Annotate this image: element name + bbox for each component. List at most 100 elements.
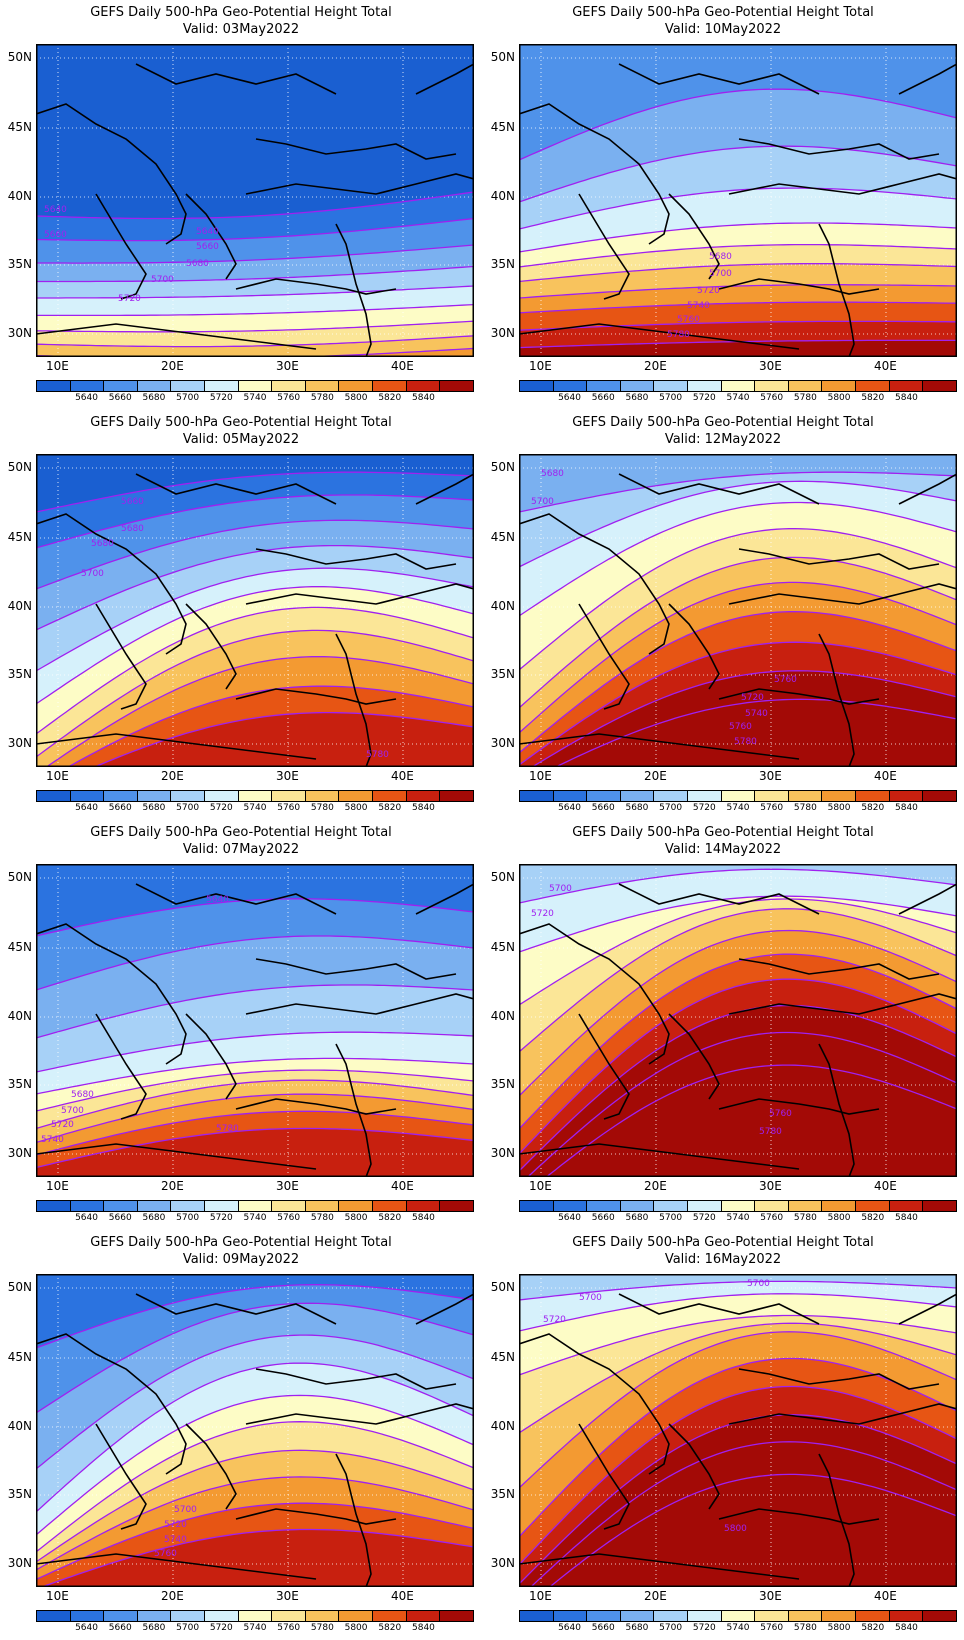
colorbar-swatch xyxy=(788,1611,823,1621)
colorbar-swatch xyxy=(856,1611,890,1621)
colorbar-swatch xyxy=(520,1611,554,1621)
contour-line xyxy=(519,953,957,1130)
contour-line xyxy=(36,471,474,513)
contour-line xyxy=(36,1421,474,1553)
colorbar-label: 5640 xyxy=(558,1623,581,1633)
colorbar-swatch xyxy=(339,1611,374,1621)
colorbar-label: 5720 xyxy=(692,393,716,403)
colorbar-swatch xyxy=(520,1201,554,1211)
colorbar-swatch xyxy=(889,1611,924,1621)
contour-label: 5660 xyxy=(44,230,67,240)
contour-label: 5720 xyxy=(697,286,720,296)
colorbar-label: 5800 xyxy=(827,393,851,403)
coastline xyxy=(818,1043,855,1177)
lon-label: 20E xyxy=(644,359,667,373)
colorbar-label: 5660 xyxy=(108,393,132,403)
lat-label: 30N xyxy=(7,1556,32,1570)
colorbar-label: 5780 xyxy=(793,1623,817,1633)
colorbar-label: 5640 xyxy=(75,1213,98,1223)
lat-label: 40N xyxy=(7,1009,32,1023)
colorbar xyxy=(519,1610,957,1622)
coastline xyxy=(618,883,820,915)
colorbar-swatch xyxy=(238,1201,273,1211)
contour-line xyxy=(519,471,957,513)
coastline xyxy=(415,1293,474,1325)
colorbar-swatch xyxy=(553,1201,588,1211)
lat-label: 45N xyxy=(490,940,515,954)
map-frame xyxy=(36,44,474,357)
coastline xyxy=(235,1508,397,1525)
lat-label: 40N xyxy=(7,189,32,203)
contour-line xyxy=(554,698,957,767)
contour-line xyxy=(36,1079,474,1130)
colorbar-swatch xyxy=(373,791,407,801)
lon-label: 10E xyxy=(529,1179,552,1193)
colorbar-label: 5660 xyxy=(108,1623,132,1633)
colorbar-label: 5780 xyxy=(310,393,334,403)
contour-line xyxy=(39,1528,474,1587)
panel-valid-date: Valid: 03May2022 xyxy=(182,22,300,37)
contour-line xyxy=(36,285,474,299)
map-area: 5700 5720 5760 5780 xyxy=(519,864,957,1177)
panel-title: GEFS Daily 500-hPa Geo-Potential Height … xyxy=(90,1235,392,1250)
coastline xyxy=(95,1013,147,1120)
colorbar-label: 5640 xyxy=(558,393,581,403)
lon-label: 20E xyxy=(161,359,184,373)
map-panel-7: GEFS Daily 500-hPa Geo-Potential Height … xyxy=(482,1230,964,1640)
contour-label: 5680 xyxy=(121,524,144,534)
coastline xyxy=(335,633,372,767)
colorbar-swatch xyxy=(305,1611,340,1621)
colorbar-label: 5760 xyxy=(760,1213,784,1223)
contour-label: 5700 xyxy=(81,569,104,579)
colorbar-label: 5840 xyxy=(412,803,435,813)
band-fill xyxy=(519,1474,957,1587)
contour-label: 5720 xyxy=(51,1120,74,1130)
panel-valid-date: Valid: 16May2022 xyxy=(664,1252,782,1267)
coastline xyxy=(818,633,855,767)
colorbar-label: 5680 xyxy=(625,1623,649,1633)
contour-line xyxy=(519,1322,957,1434)
coastline xyxy=(36,103,187,245)
colorbar-label: 5760 xyxy=(277,803,301,813)
lon-label: 30E xyxy=(759,1589,782,1603)
band-fill xyxy=(36,1529,474,1587)
coastline xyxy=(135,883,337,915)
colorbar-swatch xyxy=(620,1611,655,1621)
coastline xyxy=(235,278,397,295)
lat-label: 35N xyxy=(7,667,32,681)
colorbar-swatch xyxy=(654,1611,689,1621)
colorbar-swatch xyxy=(620,381,655,391)
contour-label: 5760 xyxy=(769,1109,792,1119)
map-frame xyxy=(519,1274,957,1587)
colorbar-swatch xyxy=(137,1611,172,1621)
lat-label: 30N xyxy=(7,736,32,750)
coastline xyxy=(519,513,670,655)
contour-label: 5720 xyxy=(531,909,554,919)
lat-label: 50N xyxy=(7,1280,32,1294)
colorbar-swatch xyxy=(788,1201,823,1211)
colorbar-label: 5720 xyxy=(209,1623,233,1633)
contour-label: 5640 xyxy=(196,227,219,237)
contour-label: 5740 xyxy=(41,1135,64,1145)
lat-label: 45N xyxy=(7,1350,32,1364)
colorbar-label: 5640 xyxy=(75,393,98,403)
lon-label: 30E xyxy=(759,769,782,783)
contour-label: 5700 xyxy=(61,1106,84,1116)
colorbar-swatch xyxy=(520,381,554,391)
contour-label: 5740 xyxy=(164,1535,187,1545)
colorbar-swatch xyxy=(587,1611,621,1621)
contour-line xyxy=(66,685,474,767)
contour-label: 5780 xyxy=(667,330,690,340)
lat-label: 50N xyxy=(490,50,515,64)
coastline xyxy=(519,1333,670,1475)
colorbar-swatch xyxy=(654,791,689,801)
colorbar-swatch xyxy=(70,1611,105,1621)
colorbar-label: 5780 xyxy=(793,1213,817,1223)
colorbar-label: 5660 xyxy=(108,803,132,813)
lon-label: 10E xyxy=(46,1179,69,1193)
contour-line xyxy=(545,1064,957,1177)
colorbar-swatch xyxy=(553,381,588,391)
lat-label: 45N xyxy=(7,120,32,134)
coastline xyxy=(818,223,855,357)
coastline xyxy=(335,1043,372,1177)
